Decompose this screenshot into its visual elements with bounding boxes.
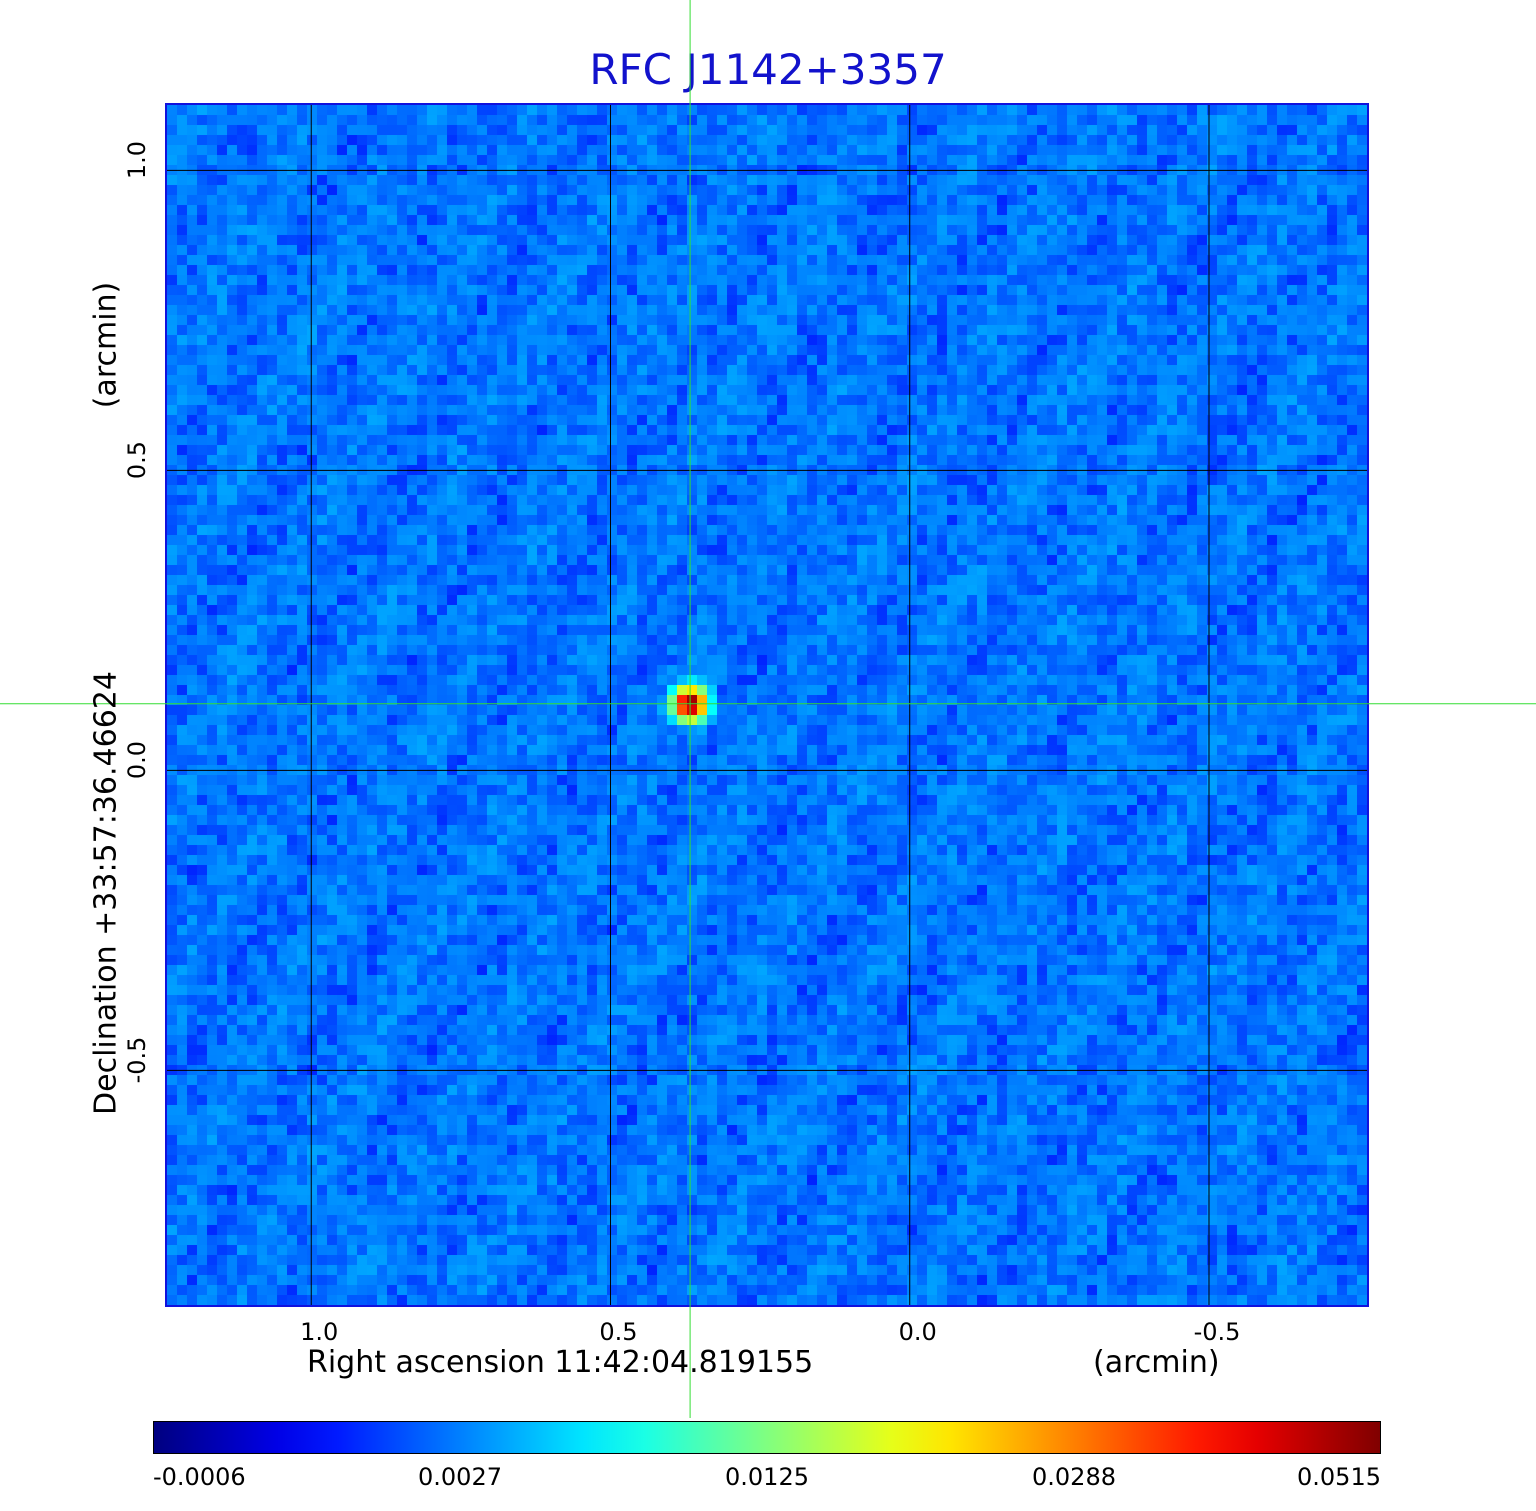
y-tick-label: 1.0: [123, 141, 151, 180]
colorbar-tick-label: 0.0288: [1032, 1463, 1116, 1491]
colorbar: [153, 1421, 1381, 1454]
x-axis-label: Right ascension 11:42:04.819155: [307, 1345, 814, 1380]
colorbar-tick-label: 0.0125: [725, 1463, 809, 1491]
colorbar-tick-label: -0.0006: [153, 1463, 246, 1491]
x-tick-label: 0.5: [599, 1318, 638, 1346]
colorbar-tick-label: 0.0027: [418, 1463, 502, 1491]
y-axis-label: Declination +33:57:36.46624: [88, 671, 124, 1115]
intensity-map[interactable]: [167, 105, 1367, 1305]
colorbar-tick-label: 0.0515: [1297, 1463, 1381, 1491]
x-tick-label: -0.5: [1193, 1318, 1241, 1346]
y-tick-label: -0.5: [123, 1036, 151, 1084]
y-axis-unit: (arcmin): [88, 281, 124, 409]
x-tick-label: 1.0: [300, 1318, 339, 1346]
x-tick-label: 0.0: [898, 1318, 937, 1346]
x-axis-unit: (arcmin): [1093, 1345, 1220, 1380]
y-tick-label: 0.0: [123, 741, 151, 780]
y-tick-label: 0.5: [123, 441, 151, 480]
chart-title: RFC J1142+3357: [589, 45, 947, 94]
